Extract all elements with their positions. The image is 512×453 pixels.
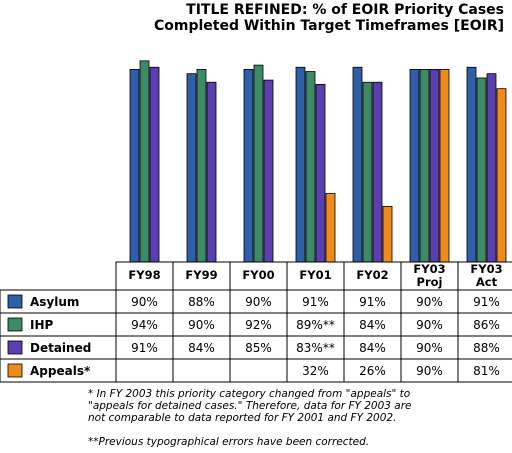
bar-asylum-1 (186, 73, 197, 263)
data-label-appeals-6: 81% (473, 364, 500, 378)
bar-ihp-4 (362, 81, 373, 263)
data-label-detained-0: 91% (131, 341, 158, 355)
data-label-appeals-4: 26% (359, 364, 386, 378)
bar-detained-0 (149, 66, 160, 263)
chart-title-line-2: Completed Within Target Timeframes [EOIR… (153, 18, 504, 34)
bar-appeals-5 (439, 69, 450, 263)
x-tick-label-1: FY99 (185, 268, 217, 282)
bar-detained-3 (315, 83, 326, 263)
bar-asylum-6 (466, 66, 477, 263)
bar-ihp-5 (419, 69, 430, 263)
bar-ihp-1 (196, 69, 207, 263)
data-label-asylum-2: 90% (245, 295, 272, 309)
legend-swatch-appeals (7, 363, 23, 378)
bar-appeals-4 (382, 205, 393, 263)
x-tick-sublabel-6: Act (476, 275, 498, 289)
legend-label-ihp: IHP (30, 318, 54, 332)
chart-title: TITLE REFINED: % of EOIR Priority Cases … (84, 2, 504, 34)
bar-ihp-0 (139, 60, 150, 263)
x-tick-label-0: FY98 (128, 268, 160, 282)
legend-swatch-asylum (7, 294, 23, 309)
data-label-asylum-6: 91% (473, 295, 500, 309)
bar-detained-4 (372, 81, 383, 263)
data-label-ihp-6: 86% (473, 318, 500, 332)
legend-swatch-ihp (7, 317, 23, 332)
bar-ihp-2 (253, 64, 264, 263)
bar-detained-5 (429, 69, 440, 263)
footnote-appeals-line-1: * In FY 2003 this priority category chan… (88, 388, 411, 400)
x-tick-label-3: FY01 (299, 268, 331, 282)
x-tick-label-6: FY03 (470, 262, 502, 276)
legend-label-appeals: Appeals* (30, 364, 91, 378)
legend-swatch-detained (7, 340, 23, 355)
data-label-asylum-0: 90% (131, 295, 158, 309)
data-label-ihp-3: 89%** (296, 318, 335, 332)
bar-asylum-0 (129, 69, 140, 263)
chart-title-line-1: TITLE REFINED: % of EOIR Priority Cases (186, 2, 504, 18)
bar-detained-6 (486, 73, 497, 263)
bar-appeals-3 (325, 193, 336, 263)
bar-asylum-5 (409, 69, 420, 263)
bar-ihp-6 (476, 77, 487, 263)
bar-detained-2 (263, 79, 274, 263)
footnote-appeals-line-3: not comparable to data reported for FY 2… (88, 412, 397, 424)
bar-ihp-3 (305, 71, 316, 263)
bar-asylum-2 (243, 69, 254, 263)
data-label-appeals-3: 32% (302, 364, 329, 378)
data-label-asylum-3: 91% (302, 295, 329, 309)
footnote-corrections: **Previous typographical errors have bee… (88, 436, 370, 448)
data-label-detained-5: 90% (416, 341, 443, 355)
footnote-appeals-line-2: "appeals for detained cases." Therefore,… (88, 400, 412, 412)
bar-appeals-6 (496, 88, 507, 263)
bar-asylum-3 (295, 66, 306, 263)
data-label-appeals-5: 90% (416, 364, 443, 378)
data-label-detained-1: 84% (188, 341, 215, 355)
x-tick-label-5: FY03 (413, 262, 445, 276)
data-label-ihp-4: 84% (359, 318, 386, 332)
legend-label-detained: Detained (30, 341, 91, 355)
data-label-detained-3: 83%** (296, 341, 335, 355)
x-tick-label-2: FY00 (242, 268, 274, 282)
data-label-detained-4: 84% (359, 341, 386, 355)
data-label-detained-2: 85% (245, 341, 272, 355)
data-label-asylum-1: 88% (188, 295, 215, 309)
data-label-ihp-5: 90% (416, 318, 443, 332)
legend-label-asylum: Asylum (30, 295, 79, 309)
bar-detained-1 (206, 81, 217, 263)
footnotes: * In FY 2003 this priority category chan… (88, 388, 508, 448)
bar-asylum-4 (352, 66, 363, 263)
x-tick-label-4: FY02 (356, 268, 388, 282)
data-label-detained-6: 88% (473, 341, 500, 355)
x-tick-sublabel-5: Proj (417, 275, 443, 289)
data-label-ihp-0: 94% (131, 318, 158, 332)
data-label-ihp-2: 92% (245, 318, 272, 332)
data-label-asylum-5: 90% (416, 295, 443, 309)
data-label-ihp-1: 90% (188, 318, 215, 332)
bar-chart: FY98 FY99 FY00 FY01 FY02 FY03ProjFY03ActAsylu… (0, 60, 512, 383)
data-label-asylum-4: 91% (359, 295, 386, 309)
